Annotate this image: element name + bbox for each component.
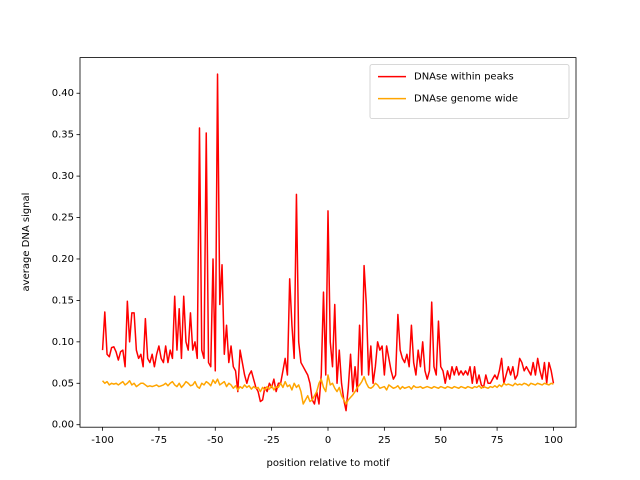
x-tick-label: -25 <box>263 435 279 446</box>
y-tick-label: 0.15 <box>52 295 74 306</box>
legend-label: DNAse within peaks <box>414 72 514 83</box>
y-tick-label: 0.10 <box>52 337 74 348</box>
legend-box <box>369 64 570 119</box>
y-tick-label: 0.30 <box>52 171 74 182</box>
x-tick-label: -75 <box>151 435 167 446</box>
y-tick-label: 0.40 <box>52 88 74 99</box>
x-tick-label: 0 <box>325 435 331 446</box>
y-tick-label: 0.05 <box>52 378 74 389</box>
y-axis-label: average DNA signal <box>21 193 32 292</box>
y-tick-label: 0.25 <box>52 213 74 224</box>
plot-frame <box>79 57 577 428</box>
y-tick-label: 0.00 <box>52 420 74 431</box>
x-tick-label: 100 <box>544 435 563 446</box>
x-axis-label: position relative to motif <box>267 458 390 469</box>
x-tick-label: 50 <box>434 435 447 446</box>
y-tick-label: 0.20 <box>52 254 74 265</box>
data-line <box>101 374 554 405</box>
legend-label: DNAse genome wide <box>414 94 518 105</box>
x-tick-label: -100 <box>91 435 114 446</box>
data-line <box>101 73 555 412</box>
y-tick-label: 0.35 <box>52 130 74 141</box>
x-tick-label: 25 <box>378 435 391 446</box>
x-tick-label: 75 <box>491 435 504 446</box>
x-tick-label: -50 <box>207 435 223 446</box>
